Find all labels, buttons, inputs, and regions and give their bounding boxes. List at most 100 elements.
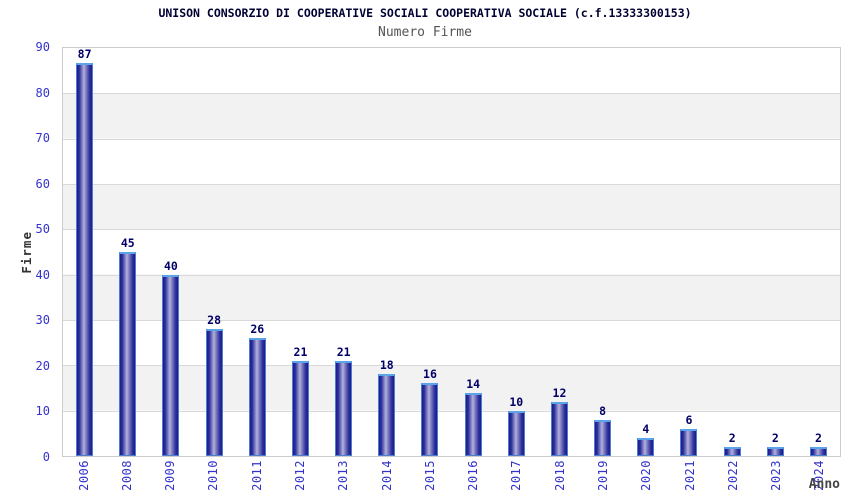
bar (335, 360, 353, 456)
bar-slot: 18 (365, 48, 408, 456)
bar (507, 410, 525, 456)
x-tick-label: 2022 (725, 460, 740, 491)
bar (119, 252, 137, 456)
grid-line (63, 229, 840, 231)
x-slot: 2012 (278, 460, 321, 498)
grid-line (63, 138, 840, 140)
x-tick-label: 2023 (769, 460, 784, 491)
grid-line (63, 365, 840, 367)
y-tick-label: 60 (35, 176, 50, 191)
y-tick-label: 20 (35, 358, 50, 373)
y-tick-label: 0 (42, 450, 50, 464)
grid-line (63, 410, 840, 412)
bar-slot: 16 (408, 48, 451, 456)
bar-value-label: 14 (466, 376, 481, 391)
bar-slot: 8 (581, 48, 624, 456)
bar (205, 329, 223, 456)
bar-slot: 10 (495, 48, 538, 456)
bar (810, 446, 827, 456)
bar (378, 374, 396, 456)
bar-slot: 87 (63, 48, 106, 456)
x-slot: 2009 (149, 460, 192, 498)
x-tick-label: 2008 (119, 460, 134, 491)
x-tick-label: 2018 (552, 460, 567, 491)
x-slot: 2011 (235, 460, 278, 498)
bar-slot: 12 (538, 48, 581, 456)
bar-value-label: 2 (771, 430, 779, 445)
bar-value-label: 45 (120, 236, 135, 250)
x-tick-label: 2010 (206, 460, 221, 491)
bar-slot: 6 (667, 48, 710, 456)
bar-slot: 28 (193, 48, 236, 456)
x-tick-label: 2006 (76, 460, 91, 491)
x-tick-label: 2011 (249, 460, 264, 491)
bar-value-label: 6 (685, 412, 693, 427)
x-slot: 2018 (538, 460, 581, 498)
bar-slot: 2 (711, 48, 754, 456)
x-slot: 2014 (365, 460, 408, 498)
bar (291, 360, 309, 456)
y-tick-label: 30 (35, 313, 50, 328)
bar-value-label: 2 (728, 430, 736, 445)
y-axis: 0 10 20 30 40 50 60 70 80 90 (0, 40, 56, 464)
bar (680, 428, 698, 456)
x-slot: 2016 (452, 460, 495, 498)
bar (637, 437, 655, 456)
x-tick-label: 2009 (163, 460, 178, 491)
grid-line (63, 183, 840, 185)
y-tick-label: 90 (35, 40, 50, 54)
x-tick-label: 2014 (379, 460, 394, 491)
y-tick-label: 50 (35, 222, 50, 237)
bar-value-label: 2 (815, 430, 822, 445)
x-tick-label: 2021 (682, 460, 697, 491)
x-slot: 2008 (105, 460, 148, 498)
grid-line (63, 93, 840, 95)
bar-value-label: 21 (293, 344, 308, 359)
x-slot: 2006 (62, 460, 105, 498)
bar (162, 274, 180, 456)
bar-value-label: 87 (77, 47, 92, 61)
x-slot: 2019 (581, 460, 624, 498)
bar-value-label: 8 (599, 403, 607, 418)
y-tick-label: 40 (35, 267, 50, 282)
bar-slot: 45 (106, 48, 149, 456)
x-tick-label: 2013 (336, 460, 351, 491)
x-slot: 2020 (625, 460, 668, 498)
bars-row: 87 45 40 28 26 21 21 18 16 14 10 12 8 4 6 2 2 2 (63, 48, 840, 456)
bar-value-label: 21 (336, 344, 351, 359)
x-axis-title: Anno (808, 477, 840, 492)
bar (421, 383, 439, 456)
bar-slot: 4 (624, 48, 667, 456)
bar-slot: 21 (279, 48, 322, 456)
bar (76, 63, 94, 456)
chart-title: UNISON CONSORZIO DI COOPERATIVE SOCIALI … (158, 6, 692, 20)
y-tick-label: 80 (35, 85, 50, 100)
bar (464, 392, 482, 456)
bar (723, 446, 741, 456)
x-slot: 2010 (192, 460, 235, 498)
bar-slot: 14 (452, 48, 495, 456)
x-slot: 2015 (408, 460, 451, 498)
x-tick-label: 2015 (422, 460, 437, 491)
x-tick-label: 2020 (639, 460, 654, 491)
x-slot: 2013 (322, 460, 365, 498)
bar-slot: 26 (236, 48, 279, 456)
grid-line (63, 319, 840, 321)
bar (594, 419, 612, 456)
x-slot: 2023 (755, 460, 798, 498)
x-tick-label: 2017 (509, 460, 524, 491)
x-slot: 2022 (711, 460, 754, 498)
plot-area: 87 45 40 28 26 21 21 18 16 14 10 12 8 4 6 2 2 2 (62, 47, 841, 457)
bar-value-label: 16 (423, 367, 437, 382)
bar (766, 446, 784, 456)
bar (550, 401, 568, 456)
bar-value-label: 28 (207, 313, 222, 328)
x-slot: 2017 (495, 460, 538, 498)
bar-slot: 40 (149, 48, 192, 456)
x-tick-label: 2012 (293, 460, 308, 491)
bar-value-label: 18 (379, 358, 394, 373)
bar-slot: 2 (754, 48, 797, 456)
bar-value-label: 40 (164, 258, 178, 273)
x-tick-label: 2019 (596, 460, 611, 491)
